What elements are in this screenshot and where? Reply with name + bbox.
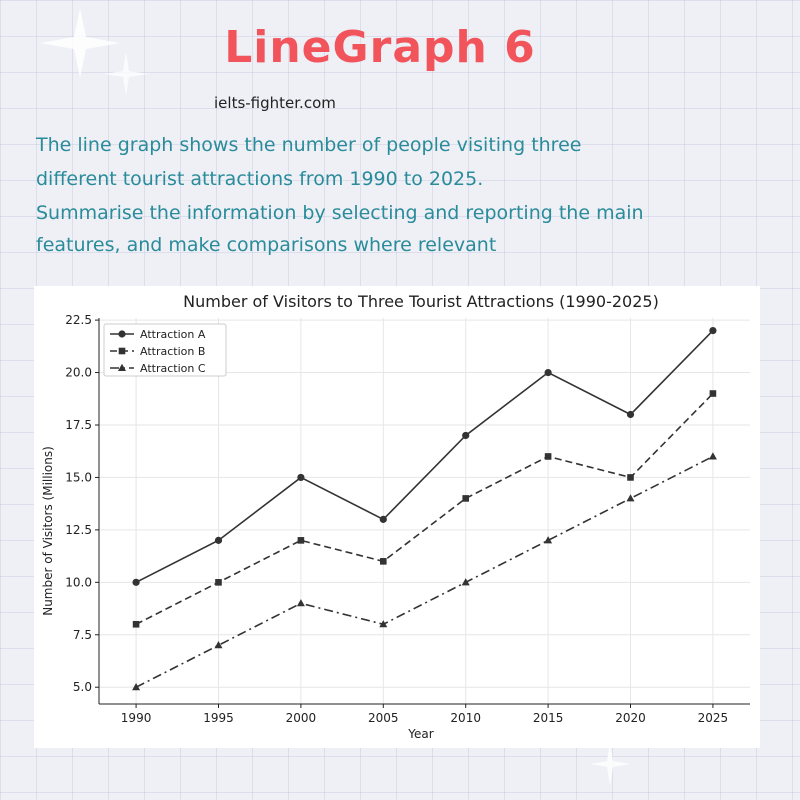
prompt-line: features, and make comparisons where rel… [36, 234, 497, 256]
prompt-line: Summarise the information by selecting a… [36, 202, 644, 224]
data-point [214, 536, 223, 544]
data-point [462, 495, 470, 502]
data-point [297, 537, 305, 544]
data-point [626, 410, 635, 419]
data-point [462, 431, 470, 440]
legend-label: Attraction B [140, 345, 205, 358]
data-point [379, 515, 387, 523]
chart-card: Number of Visitors to Three Tourist Attr… [34, 286, 760, 748]
x-tick-label: 2000 [286, 711, 317, 725]
sparkle-icon [40, 8, 120, 78]
y-tick-label: 22.5 [65, 313, 92, 327]
y-tick-label: 17.5 [65, 418, 92, 432]
x-tick-label: 1990 [121, 711, 152, 725]
sparkle-icon [104, 52, 148, 96]
site-name: ielts-fighter.com [214, 94, 336, 112]
x-tick-label: 1995 [203, 711, 234, 725]
x-tick-label: 2005 [368, 711, 399, 725]
y-tick-label: 15.0 [65, 470, 92, 484]
x-tick-label: 2015 [533, 711, 564, 725]
data-point [708, 452, 717, 460]
legend-marker [118, 330, 126, 338]
legend-label: Attraction C [140, 362, 206, 375]
data-point [214, 641, 223, 649]
legend: Attraction A Attraction B Attraction C [103, 323, 227, 377]
y-tick-label: 12.5 [65, 523, 92, 537]
legend-box [103, 323, 227, 377]
series-layer [132, 326, 717, 691]
x-tick-label: 2025 [698, 711, 729, 725]
data-point [544, 536, 553, 544]
data-point [709, 326, 717, 335]
series-line-2 [135, 392, 714, 625]
data-point [297, 473, 305, 482]
y-tick-label: 10.0 [65, 575, 92, 589]
data-point [296, 599, 305, 607]
x-axis-label: Year [407, 727, 433, 741]
data-point [215, 579, 222, 586]
chart-title: Number of Visitors to Three Tourist Attr… [183, 292, 659, 311]
data-point [544, 453, 552, 460]
axes: 5.0 7.5 10.0 12.5 15.0 17.5 20.0 22.5 1990 1995 20… [65, 313, 750, 725]
series-line-1 [135, 330, 714, 584]
data-point [132, 578, 140, 586]
data-point [626, 494, 635, 502]
data-point [132, 620, 140, 628]
legend-marker [118, 363, 126, 371]
prompt-line: The line graph shows the number of peopl… [36, 134, 582, 156]
data-point [627, 474, 634, 481]
data-point [544, 368, 552, 377]
data-point [132, 683, 141, 691]
page-title: LineGraph 6 [224, 22, 536, 73]
y-axis-label: Number of Visitors (Millions) [41, 446, 55, 616]
data-point [709, 390, 717, 397]
data-point [379, 558, 387, 565]
y-tick-label: 5.0 [73, 680, 92, 694]
prompt-line: different tourist attractions from 1990 … [36, 168, 484, 190]
x-tick-label: 2020 [615, 711, 646, 725]
y-tick-label: 20.0 [65, 366, 92, 380]
legend-label: Attraction A [140, 328, 206, 341]
data-point [379, 620, 388, 628]
sparkle-icon [590, 742, 630, 786]
y-tick-label: 7.5 [73, 628, 92, 642]
x-tick-label: 2010 [450, 711, 481, 725]
line-chart: Number of Visitors to Three Tourist Attr… [41, 292, 750, 741]
legend-marker [118, 347, 126, 355]
data-point [461, 578, 470, 586]
series-line-3 [135, 455, 714, 688]
